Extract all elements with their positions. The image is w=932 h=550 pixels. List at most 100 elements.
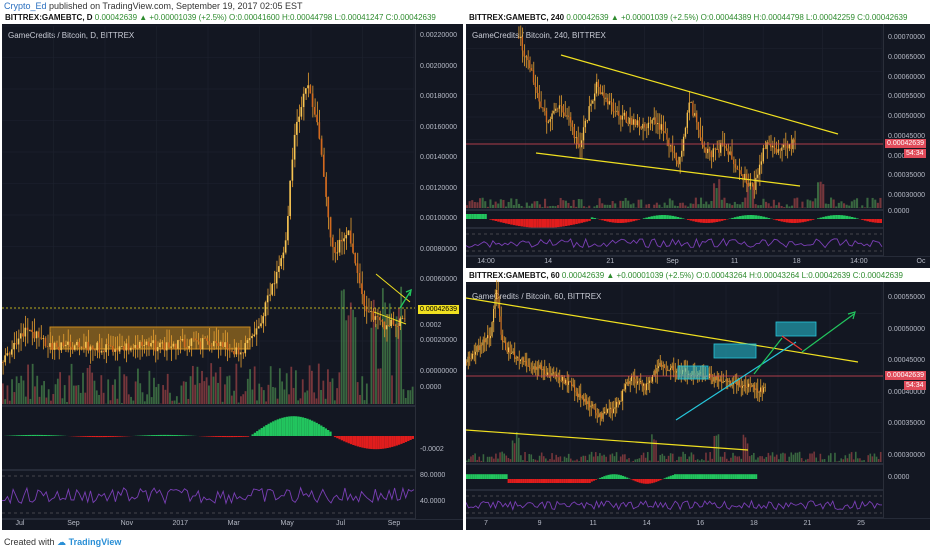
h60-volume-bar — [676, 460, 678, 462]
h60-candle — [470, 358, 472, 360]
h60-macd-bar — [649, 479, 652, 484]
h240-macd-bar — [606, 219, 609, 222]
h60-volume-bar — [524, 451, 526, 462]
h240-volume-bar — [736, 204, 739, 208]
h240-chart-panel[interactable]: BITTREX:GAMEBTC, 240 0.00042639 ▲ +0.000… — [466, 12, 930, 268]
daily-candle — [96, 342, 98, 351]
h240-candle — [525, 56, 527, 58]
h60-x-tick: 11 — [589, 520, 597, 527]
h240-candle — [616, 110, 618, 112]
h60-macd-bar — [632, 479, 635, 481]
h60-volume-bar — [869, 453, 872, 462]
h60-candle — [665, 367, 667, 371]
h240-macd-bar — [676, 217, 680, 219]
footer-created-with: Created with — [4, 537, 55, 547]
h60-volume-bar — [834, 452, 836, 462]
daily-macd-bar — [363, 436, 366, 449]
h240-macd-bar — [689, 219, 693, 221]
h240-macd-bar — [710, 219, 713, 223]
daily-macd-bar — [354, 436, 357, 446]
daily-candle — [8, 353, 11, 355]
h60-macd-bar — [684, 474, 687, 479]
h60-volume-bar — [603, 454, 605, 462]
h60-candle — [509, 347, 511, 354]
footer-brand[interactable]: TradingView — [68, 537, 122, 547]
h60-macd-bar — [520, 479, 523, 483]
h240-volume-bar — [549, 206, 552, 208]
h60-candle — [577, 391, 578, 398]
h60-y-tick: 0.00030000 — [888, 452, 925, 459]
h60-candle — [511, 353, 512, 355]
h60-volume-bar — [576, 459, 578, 462]
daily-macd-bar — [244, 436, 247, 437]
h240-volume-bar — [609, 204, 612, 208]
h60-volume-bar — [786, 461, 788, 462]
daily-macd-bar — [404, 436, 408, 443]
h240-candle — [747, 183, 750, 187]
h240-macd-bar — [681, 218, 685, 219]
daily-volume-bar — [338, 372, 341, 404]
daily-volume-bar — [29, 398, 32, 404]
h60-macd-bar — [665, 477, 668, 479]
h60-volume-bar — [642, 452, 645, 462]
daily-candle — [138, 341, 141, 349]
h60-chart-panel[interactable]: BITTREX:GAMEBTC, 60 0.00042639 ▲ +0.0000… — [466, 270, 930, 530]
h60-macd-bar — [628, 478, 631, 479]
h240-volume-bar — [814, 198, 817, 208]
h60-candle — [676, 371, 677, 373]
h60-candle — [674, 371, 676, 373]
daily-volume-bar — [15, 376, 18, 404]
h240-volume-bar — [866, 197, 869, 208]
daily-chart-panel[interactable]: BITTREX:GAMEBTC, D 0.00042639 ▲ +0.00001… — [2, 12, 463, 530]
daily-macd-bar — [150, 435, 154, 436]
daily-candle — [356, 263, 359, 273]
h240-candle — [742, 174, 744, 181]
daily-volume-bar — [70, 363, 73, 404]
daily-candle — [210, 345, 213, 347]
daily-volume-bar — [269, 366, 272, 404]
daily-volume-bar — [109, 400, 112, 404]
h60-volume-bar — [663, 455, 666, 462]
h60-candle — [716, 376, 718, 381]
daily-macd-bar — [153, 435, 156, 436]
daily-candle — [199, 341, 202, 350]
daily-volume-bar — [285, 373, 288, 404]
daily-volume-bar — [379, 368, 382, 404]
h60-volume-bar — [680, 456, 682, 462]
h240-volume-bar — [471, 200, 474, 208]
h60-trendline-upper — [466, 297, 859, 363]
h60-macd-bar — [705, 474, 708, 479]
h240-candle — [734, 164, 737, 168]
h240-macd-bar — [531, 219, 534, 228]
h60-candle — [517, 356, 518, 358]
h240-candle — [543, 108, 546, 111]
daily-volume-bar — [187, 398, 190, 404]
daily-candle — [248, 338, 251, 341]
daily-volume-bar — [100, 375, 103, 404]
h240-countdown: 54:34 — [904, 149, 926, 158]
daily-candle — [28, 329, 31, 331]
daily-candle — [26, 327, 29, 331]
h60-macd-bar — [586, 479, 589, 483]
h60-candle — [485, 338, 487, 343]
daily-macd-bar — [34, 434, 37, 436]
h60-candle — [515, 357, 517, 359]
h240-candle — [775, 147, 777, 153]
h60-volume-bar — [499, 452, 501, 462]
h240-macd-bar — [479, 214, 482, 219]
daily-macd-bar — [320, 425, 323, 436]
daily-inner-title: GameCredits / Bitcoin, D, BITTREX — [8, 31, 135, 40]
daily-volume-bar — [194, 384, 197, 404]
h60-candle — [608, 408, 610, 410]
h60-macd-bar — [490, 474, 494, 479]
daily-volume-bar — [182, 381, 185, 404]
author-link[interactable]: Crypto_Ed — [4, 1, 47, 11]
h60-macd-bar — [605, 475, 608, 479]
h60-volume-bar — [542, 456, 545, 462]
daily-candle — [347, 230, 350, 236]
h60-candle — [754, 384, 755, 390]
h240-macd-bar — [497, 219, 500, 222]
h240-candle — [632, 119, 635, 125]
daily-macd-bar — [338, 436, 341, 440]
h240-volume-bar — [637, 199, 640, 208]
